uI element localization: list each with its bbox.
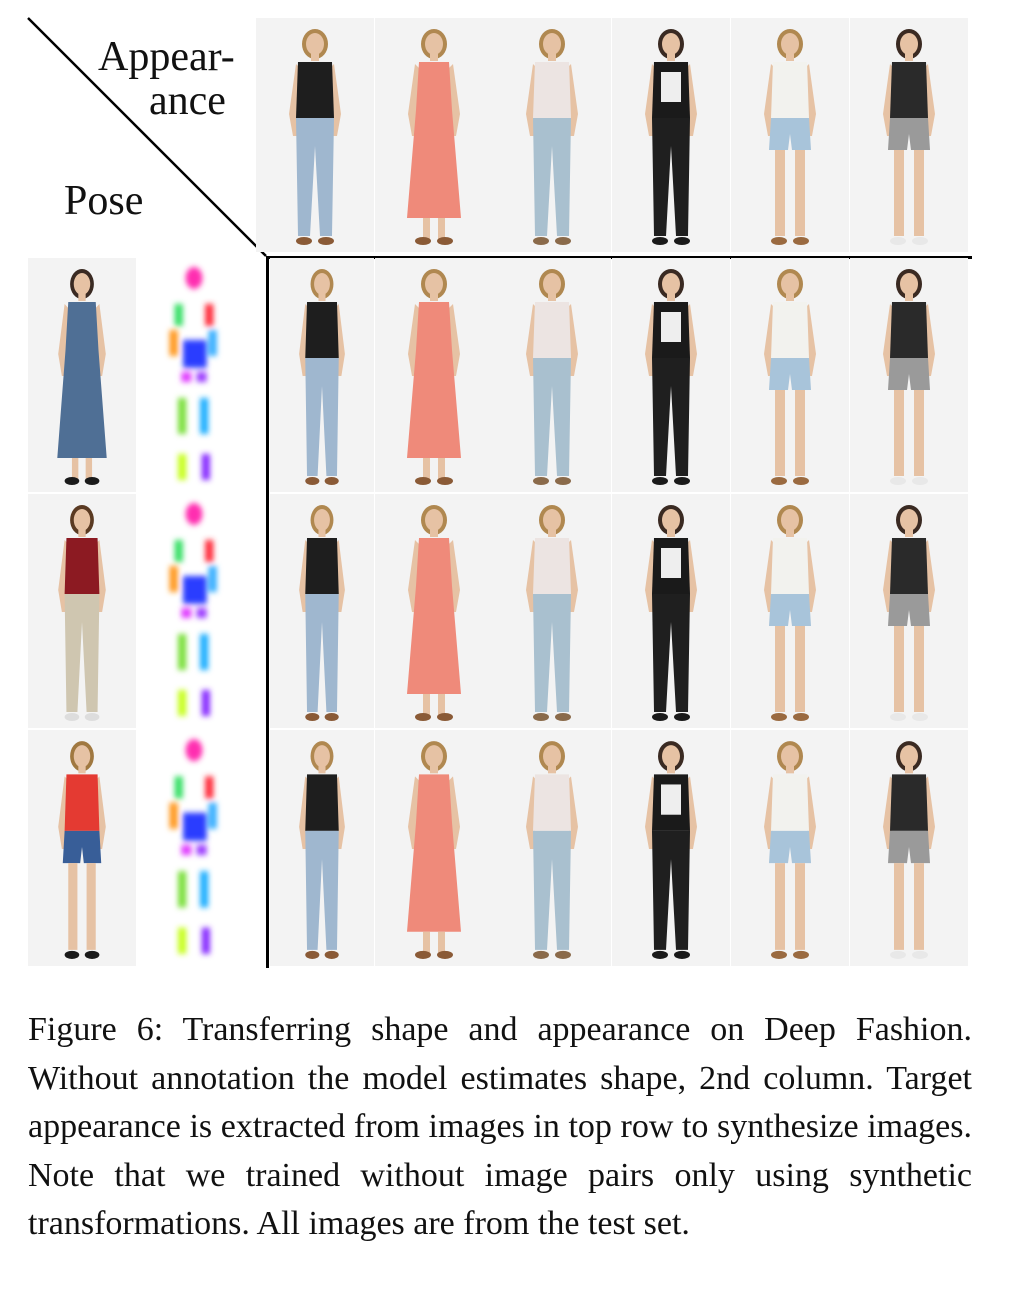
synthesized-image-r3-c6 (850, 730, 968, 966)
shape-estimate-2 (144, 494, 244, 728)
appearance-image-5 (731, 18, 849, 252)
appearance-image-2 (375, 18, 493, 252)
pose-image-3 (28, 730, 136, 966)
synthesized-image-r3-c3 (493, 730, 611, 966)
synthesized-image-r2-c6 (850, 494, 968, 728)
horizontal-separator (266, 256, 972, 259)
synthesized-image-r3-c2 (375, 730, 493, 966)
pose-image-2 (28, 494, 136, 728)
vertical-separator (266, 256, 269, 968)
synthesized-image-r3-c5 (731, 730, 849, 966)
synthesized-image-r1-c4 (612, 258, 730, 492)
appearance-image-4 (612, 18, 730, 252)
synthesized-image-r3-c4 (612, 730, 730, 966)
synthesized-image-r1-c3 (493, 258, 611, 492)
diagonal-divider (27, 17, 267, 257)
synthesized-image-r1-c1 (270, 258, 374, 492)
synthesized-image-r1-c5 (731, 258, 849, 492)
appearance-image-1 (256, 18, 374, 252)
synthesized-image-r2-c1 (270, 494, 374, 728)
appearance-image-3 (493, 18, 611, 252)
synthesized-image-r3-c1 (270, 730, 374, 966)
pose-image-1 (28, 258, 136, 492)
synthesized-image-r2-c3 (493, 494, 611, 728)
appearance-image-6 (850, 18, 968, 252)
synthesized-image-r1-c2 (375, 258, 493, 492)
appearance-label-line1: Appear- (98, 34, 235, 80)
synthesized-image-r2-c4 (612, 494, 730, 728)
figure-caption: Figure 6: Transferring shape and appeara… (28, 1011, 972, 1242)
shape-estimate-1 (144, 258, 244, 492)
synthesized-image-r2-c5 (731, 494, 849, 728)
appearance-label-line2: ance (149, 78, 226, 124)
shape-estimate-3 (144, 730, 244, 966)
pose-label: Pose (64, 178, 144, 224)
corner-header (20, 14, 270, 258)
synthesized-image-r1-c6 (850, 258, 968, 492)
synthesized-image-r2-c2 (375, 494, 493, 728)
